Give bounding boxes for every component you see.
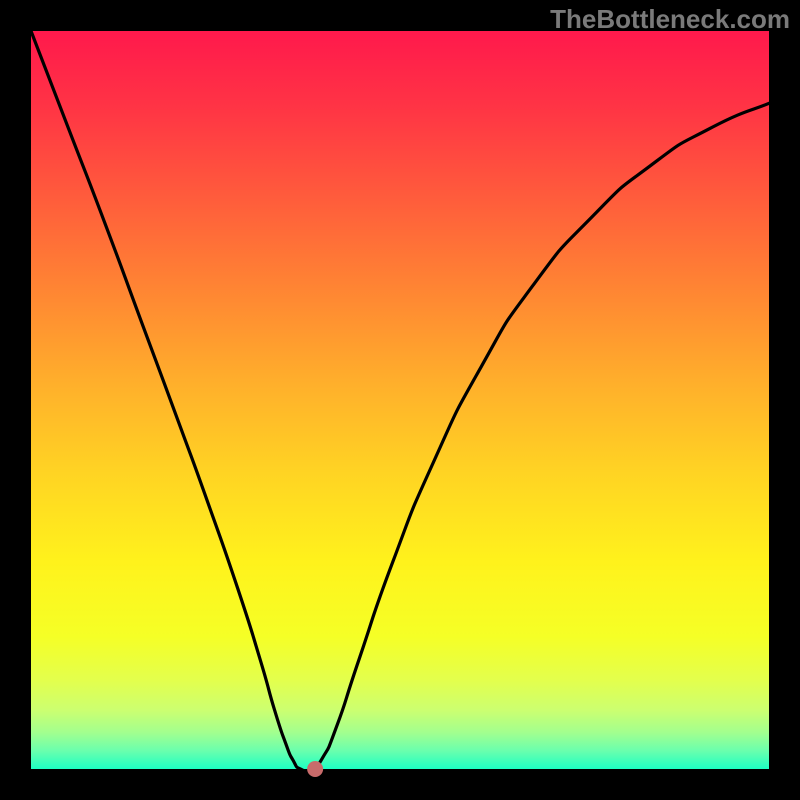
minimum-marker (307, 761, 323, 777)
chart-container: { "watermark": { "text": "TheBottleneck.… (0, 0, 800, 800)
watermark-text: TheBottleneck.com (550, 4, 790, 35)
chart-svg (0, 0, 800, 800)
plot-area (31, 31, 769, 769)
